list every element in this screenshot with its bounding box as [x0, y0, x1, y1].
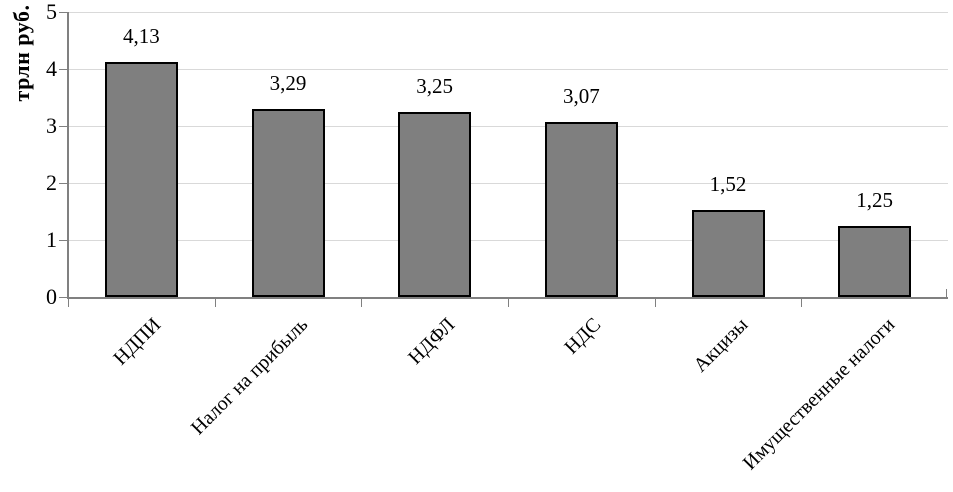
x-axis-tick	[654, 299, 656, 307]
gridline	[68, 126, 948, 127]
x-axis-tick	[214, 299, 216, 307]
y-axis-line	[67, 12, 69, 298]
x-axis-label: НДПИ	[109, 313, 166, 370]
x-axis-tick	[508, 299, 509, 307]
x-axis-tick	[361, 299, 363, 307]
y-axis-tick-label: 2	[46, 170, 57, 195]
y-axis-tick-label: 0	[46, 284, 57, 309]
gridline	[68, 69, 948, 70]
bar-value-label: 4,13	[122, 23, 160, 48]
gridline	[68, 240, 948, 241]
y-axis-tick	[59, 69, 68, 70]
x-axis-line	[67, 297, 948, 299]
bar-value-label: 3,29	[269, 71, 307, 96]
bar-value-label: 3,25	[416, 73, 454, 98]
bar-value-label: 3,07	[562, 84, 600, 108]
y-axis-tick	[59, 12, 68, 13]
bar	[691, 210, 765, 297]
y-axis-tick-label: 3	[46, 113, 57, 138]
y-axis-tick	[59, 126, 68, 127]
bar	[251, 109, 325, 297]
x-axis-tick	[946, 289, 947, 297]
x-axis-tick	[68, 299, 69, 307]
bar	[398, 111, 472, 297]
y-axis-tick	[59, 240, 68, 241]
y-axis-tick-label: 4	[46, 56, 57, 81]
bar	[104, 61, 178, 297]
bar	[544, 122, 618, 297]
y-axis-tick	[59, 297, 68, 298]
bar-value-label: 1,52	[709, 172, 747, 197]
bar-value-label: 1,25	[856, 187, 894, 212]
gridline	[68, 183, 948, 184]
y-axis-tick-label: 5	[46, 0, 57, 24]
bar	[838, 225, 912, 297]
y-axis-tick	[59, 183, 68, 184]
gridline	[68, 12, 948, 13]
y-axis-tick-label: 1	[46, 227, 57, 252]
x-axis-tick	[801, 299, 803, 307]
